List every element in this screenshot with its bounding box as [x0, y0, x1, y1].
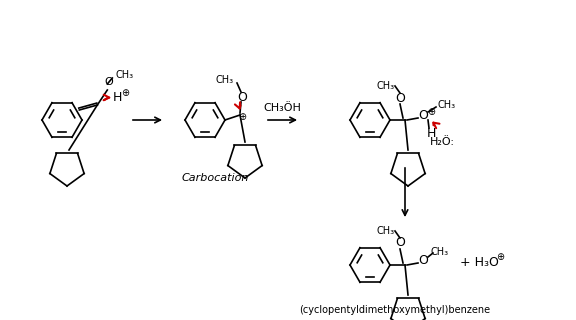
Text: O: O [395, 236, 405, 250]
Text: ⊕: ⊕ [427, 107, 435, 117]
Text: Carbocation: Carbocation [181, 173, 249, 183]
Text: CH₃: CH₃ [377, 226, 395, 236]
Text: CH₃: CH₃ [431, 247, 449, 257]
Text: H: H [113, 91, 122, 103]
Text: ⊕: ⊕ [496, 252, 504, 262]
Text: + H₃O: + H₃O [460, 255, 499, 268]
Text: O: O [418, 253, 428, 267]
Text: O: O [104, 77, 113, 87]
Text: ⊕: ⊕ [238, 112, 246, 122]
Text: H: H [426, 126, 435, 140]
Text: O: O [395, 92, 405, 105]
Text: CH₃: CH₃ [377, 81, 395, 91]
Text: O: O [418, 108, 428, 122]
Text: H₂Ö:: H₂Ö: [430, 137, 455, 147]
Text: CH₃: CH₃ [216, 75, 234, 85]
Text: CH₃: CH₃ [115, 70, 134, 80]
Text: CH₃: CH₃ [438, 100, 456, 110]
Text: ⊕: ⊕ [122, 88, 130, 98]
Text: O: O [237, 91, 247, 103]
Text: (cyclopentyldimethoxymethyl)benzene: (cyclopentyldimethoxymethyl)benzene [300, 305, 491, 315]
Text: CH₃ÖH: CH₃ÖH [263, 103, 301, 113]
